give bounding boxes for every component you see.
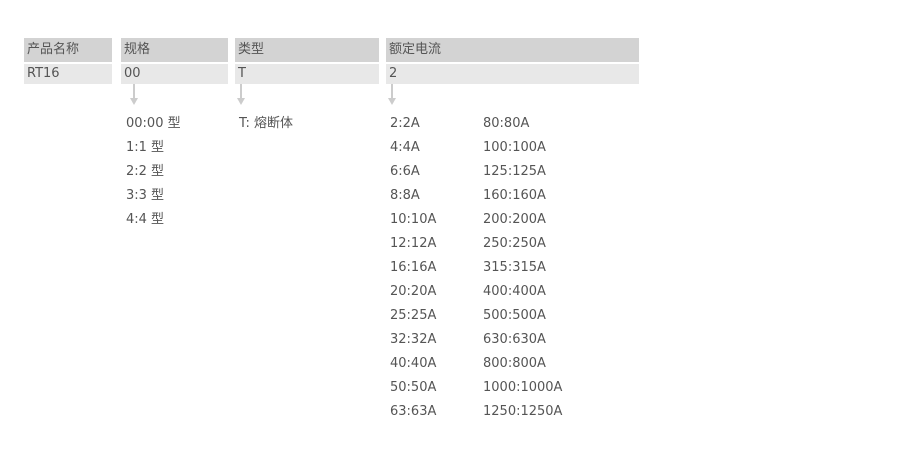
option-item: 3:3 型 <box>126 188 165 203</box>
option-item: 4:4 型 <box>126 212 165 227</box>
option-item: 1250:1250A <box>483 404 563 419</box>
arrow-down-icon <box>388 84 396 105</box>
option-item: 2:2 型 <box>126 164 165 179</box>
option-item: 100:100A <box>483 140 546 155</box>
column-value: T <box>235 64 379 84</box>
option-item: 200:200A <box>483 212 546 227</box>
column-value: RT16 <box>24 64 112 84</box>
option-item: 25:25A <box>390 308 437 323</box>
option-item: 125:125A <box>483 164 546 179</box>
option-item: 400:400A <box>483 284 546 299</box>
option-item: 630:630A <box>483 332 546 347</box>
column-spec: 规格 00 <box>121 38 228 84</box>
option-item: 500:500A <box>483 308 546 323</box>
spec-options-list: 00:00 型 1:1 型 2:2 型 3:3 型 4:4 型 <box>126 112 181 232</box>
current-options-list-left: 2:2A 4:4A 6:6A 8:8A 10:10A 12:12A 16:16A 20:20A… <box>390 112 436 424</box>
option-item: 32:32A <box>390 332 437 347</box>
option-item: 12:12A <box>390 236 437 251</box>
column-product-name: 产品名称 RT16 <box>24 38 112 84</box>
arrow-down-icon <box>130 84 138 105</box>
option-item: 10:10A <box>390 212 437 227</box>
option-item: 20:20A <box>390 284 437 299</box>
option-item: 250:250A <box>483 236 546 251</box>
option-item: 800:800A <box>483 356 546 371</box>
option-item: 315:315A <box>483 260 546 275</box>
option-item: 00:00 型 <box>126 116 181 131</box>
option-item: 50:50A <box>390 380 437 395</box>
column-header: 产品名称 <box>24 38 112 62</box>
option-item: 4:4A <box>390 140 420 155</box>
column-value: 2 <box>386 64 639 84</box>
arrow-down-icon <box>237 84 245 105</box>
option-item: 6:6A <box>390 164 420 179</box>
option-item: 16:16A <box>390 260 437 275</box>
column-header: 规格 <box>121 38 228 62</box>
option-item: 160:160A <box>483 188 546 203</box>
type-options-list: T: 熔断体 <box>239 112 293 136</box>
column-value: 00 <box>121 64 228 84</box>
column-header: 额定电流 <box>386 38 639 62</box>
option-item: 1000:1000A <box>483 380 563 395</box>
column-type: 类型 T <box>235 38 379 84</box>
current-options-list-right: 80:80A 100:100A 125:125A 160:160A 200:200A 25… <box>483 112 562 424</box>
option-item: 80:80A <box>483 116 530 131</box>
option-item: 63:63A <box>390 404 437 419</box>
option-item: 1:1 型 <box>126 140 165 155</box>
column-rated-current: 额定电流 2 <box>386 38 639 84</box>
option-item: T: 熔断体 <box>239 116 294 131</box>
option-item: 8:8A <box>390 188 420 203</box>
column-header: 类型 <box>235 38 379 62</box>
option-item: 40:40A <box>390 356 437 371</box>
option-item: 2:2A <box>390 116 420 131</box>
